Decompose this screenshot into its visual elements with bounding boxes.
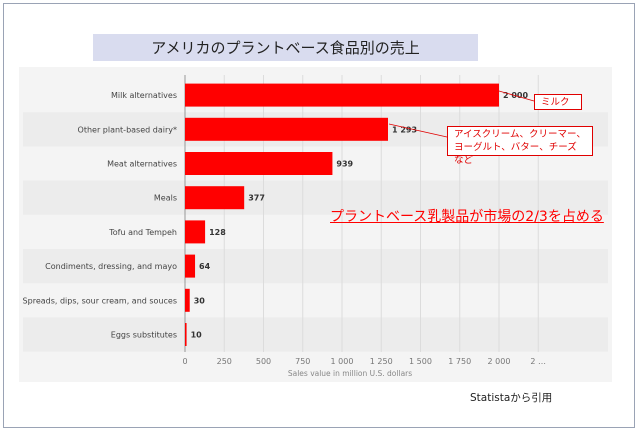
value-label: 30	[194, 296, 206, 305]
x-axis-title: Sales value in million U.S. dollars	[288, 369, 412, 378]
row-stripe	[23, 249, 608, 284]
x-tick-label: 2 …	[530, 357, 546, 366]
x-tick-label: 1 250	[370, 357, 393, 366]
value-label: 10	[191, 331, 203, 340]
note-dairy-line2: ヨーグルト、バター、チーズなど	[454, 141, 577, 166]
note-dairy: アイスクリーム、クリーマー、 ヨーグルト、バター、チーズなど	[447, 126, 593, 166]
source-credit: Statistaから引用	[470, 392, 553, 404]
x-tick-label: 250	[217, 357, 232, 366]
x-tick-label: 1 000	[331, 357, 354, 366]
bar	[185, 83, 499, 107]
category-label: Other plant-based dairy*	[78, 125, 177, 134]
chart-title: アメリカのプラントベース食品別の売上	[93, 34, 478, 61]
value-label: 939	[336, 160, 353, 169]
bar	[185, 186, 245, 210]
category-label: Tofu and Tempeh	[108, 228, 177, 237]
row-stripe	[23, 180, 608, 215]
bar	[185, 288, 190, 312]
category-label: Spreads, dips, sour cream, and souces	[23, 296, 177, 305]
bar	[185, 254, 196, 278]
x-tick-label: 0	[182, 357, 187, 366]
x-tick-label: 500	[256, 357, 271, 366]
value-label: 377	[248, 194, 265, 203]
note-dairy-connector	[388, 123, 448, 138]
note-milk-text: ミルク	[541, 97, 570, 108]
row-stripe	[23, 317, 608, 352]
category-label: Milk alternatives	[111, 91, 177, 100]
bar	[185, 117, 389, 141]
bar	[185, 220, 206, 244]
x-tick-label: 2 000	[488, 357, 511, 366]
note-milk-connector	[498, 90, 535, 102]
value-label: 64	[199, 262, 211, 271]
value-label: 128	[209, 228, 226, 237]
category-label: Meat alternatives	[107, 160, 177, 169]
x-tick-label: 1 500	[409, 357, 432, 366]
headline-annotation: プラントベース乳製品が市場の2/3を占める	[330, 209, 604, 225]
value-label: 1 293	[392, 125, 417, 134]
bar	[185, 323, 187, 346]
category-label: Condiments, dressing, and mayo	[45, 262, 177, 271]
note-milk: ミルク	[534, 94, 582, 110]
bar	[185, 152, 333, 175]
category-label: Meals	[154, 194, 177, 203]
note-dairy-line1: アイスクリーム、クリーマー、	[454, 129, 586, 140]
x-tick-label: 750	[295, 357, 310, 366]
category-label: Eggs substitutes	[111, 331, 177, 340]
x-tick-label: 1 750	[448, 357, 471, 366]
